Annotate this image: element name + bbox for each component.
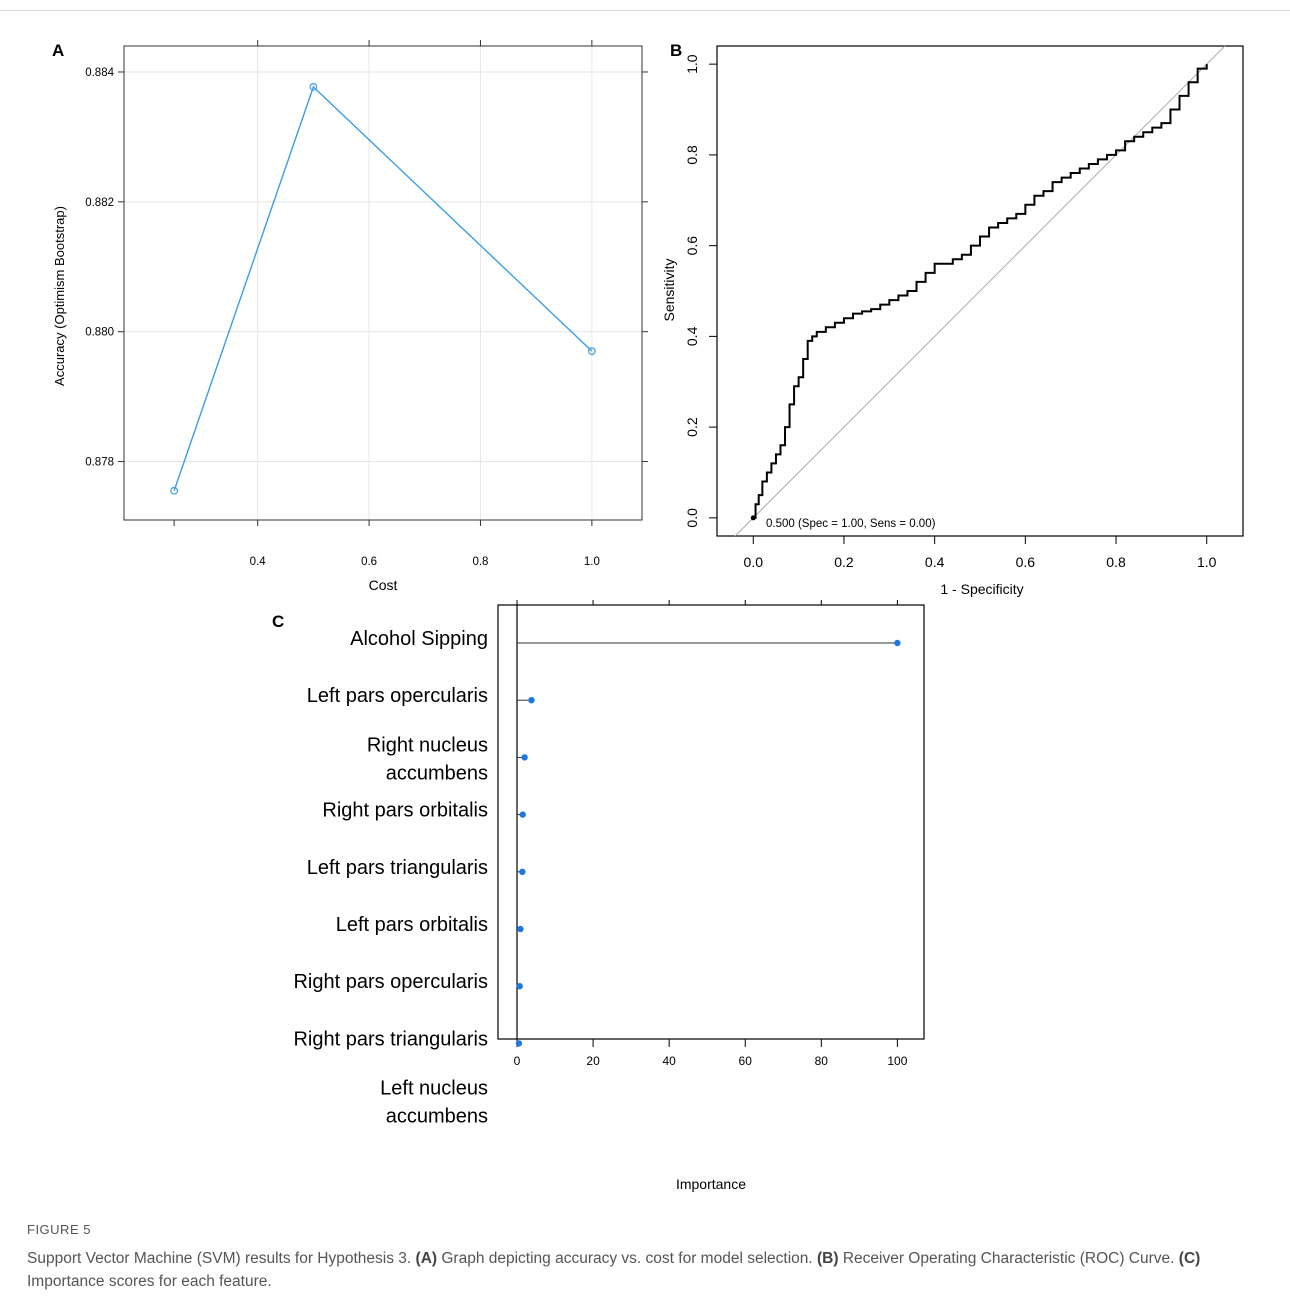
panel-b-xtick-label: 0.4 (925, 554, 945, 570)
panel-c-xtick-label: 20 (586, 1054, 600, 1068)
panel-b-axes: 0.0 0.2 0.4 0.6 0.8 1.0 0.0 0.2 0.4 0.6 0.8 1.0 (684, 54, 1217, 570)
panel-c-axes: 0 20 40 60 80 100 (514, 600, 908, 1068)
panel-a-axes: 0.4 0.6 0.8 1.0 0.878 0.880 0.882 0.884 (85, 40, 648, 568)
panel-c-category-label: Left nucleus (380, 1078, 488, 1100)
panel-c-point (516, 1040, 522, 1046)
caption-a-text: Graph depicting accuracy vs. cost for mo… (437, 1250, 817, 1267)
panel-b-xtick-label: 0.2 (834, 554, 854, 570)
panel-b-ytick-label: 0.0 (684, 508, 700, 528)
panel-b-diagonal (735, 46, 1225, 536)
caption-b-text: Receiver Operating Characteristic (ROC) … (839, 1250, 1179, 1267)
panel-c-point (520, 811, 526, 817)
panel-a-ytick-label: 0.884 (85, 67, 114, 79)
panel-b-ytick-label: 0.8 (684, 145, 700, 165)
panel-a-line (174, 87, 592, 491)
panel-b-ylabel: Sensitivity (661, 258, 677, 321)
panel-c-xtick-label: 60 (739, 1054, 753, 1068)
panel-a-ytick-label: 0.882 (85, 197, 114, 209)
panel-c-point (517, 926, 523, 932)
panel-a-xtick-label: 0.8 (472, 556, 488, 568)
panel-c-category-label: accumbens (386, 1106, 488, 1128)
panel-c-importance-chart: C Alcohol Sipping Left pars opercularis Ri… (0, 600, 1000, 1200)
panel-b-series (735, 46, 1225, 536)
panel-a-xlabel: Cost (369, 577, 398, 593)
panel-a-xtick-label: 0.4 (250, 556, 267, 568)
panel-a-ytick-label: 0.880 (85, 327, 114, 339)
panel-c-category-labels: Alcohol Sipping Left pars opercularis Righ… (293, 628, 488, 1128)
panel-b-xlabel: 1 - Specificity (940, 581, 1023, 597)
figure-label: FIGURE 5 (27, 1222, 1267, 1237)
panel-b-ytick-label: 0.2 (684, 417, 700, 437)
panel-c-category-label: accumbens (386, 762, 488, 784)
panel-b-xtick-label: 0.8 (1106, 554, 1126, 570)
panel-b-ytick-label: 0.4 (684, 326, 700, 346)
panel-c-category-label: Right nucleus (367, 734, 488, 756)
panel-b-xtick-label: 0.6 (1016, 554, 1036, 570)
caption-c-text: Importance scores for each feature. (27, 1273, 272, 1290)
panel-c-letter: C (272, 612, 284, 631)
panel-a-xtick-label: 0.6 (361, 556, 377, 568)
panel-c-category-label: Right pars triangularis (293, 1028, 488, 1050)
panel-a-ytick-label: 0.878 (85, 457, 114, 469)
panel-b-annotation: 0.500 (Spec = 1.00, Sens = 0.00) (766, 518, 936, 530)
caption-a-tag: (A) (416, 1250, 438, 1267)
panel-b-xtick-label: 0.0 (744, 554, 764, 570)
panel-c-category-label: Right pars orbitalis (322, 800, 488, 822)
panel-c-xtick-label: 40 (662, 1054, 676, 1068)
panel-a-letter: A (52, 41, 64, 60)
panel-c-point (516, 983, 522, 989)
caption-text: Support Vector Machine (SVM) results for… (27, 1247, 1267, 1293)
panel-c-series (516, 640, 901, 1047)
panel-c-xtick-label: 80 (815, 1054, 829, 1068)
panel-c-point (521, 754, 527, 760)
panel-b-threshold-point (751, 515, 756, 520)
caption-prefix: Support Vector Machine (SVM) results for… (27, 1250, 416, 1267)
panel-c-category-label: Left pars opercularis (307, 685, 488, 707)
panel-c-point (528, 697, 534, 703)
panel-b-roc-chart: B 0.0 0.2 0.4 0.6 0.8 1.0 0.0 0.2 0.4 0.6 0.8 1.0 0… (660, 0, 1290, 610)
panel-a-ylabel: Accuracy (Optimism Bootstrap) (52, 206, 67, 386)
panel-c-category-label: Left pars triangularis (307, 857, 488, 879)
panel-c-point (894, 640, 900, 646)
panel-c-xtick-label: 100 (887, 1054, 907, 1068)
panel-a-series (171, 84, 595, 494)
caption-c-tag: (C) (1179, 1250, 1201, 1267)
panel-c-category-label: Right pars opercularis (293, 971, 488, 993)
caption-b-tag: (B) (817, 1250, 839, 1267)
panel-b-ytick-label: 0.6 (684, 236, 700, 256)
panel-a-xtick-label: 1.0 (584, 556, 600, 568)
panel-c-category-label: Alcohol Sipping (350, 628, 488, 650)
panel-c-xtick-label: 0 (514, 1054, 521, 1068)
panel-a-grid (124, 46, 642, 520)
panel-b-letter: B (670, 41, 682, 60)
panel-c-xlabel: Importance (676, 1176, 746, 1192)
figure-caption: FIGURE 5 Support Vector Machine (SVM) re… (27, 1222, 1267, 1293)
panel-c-point (519, 869, 525, 875)
panel-b-xtick-label: 1.0 (1197, 554, 1217, 570)
panel-c-category-label: Left pars orbitalis (336, 914, 488, 936)
panel-c-frame (498, 605, 924, 1039)
panel-a-frame (124, 46, 642, 520)
panel-b-ytick-label: 1.0 (684, 54, 700, 74)
